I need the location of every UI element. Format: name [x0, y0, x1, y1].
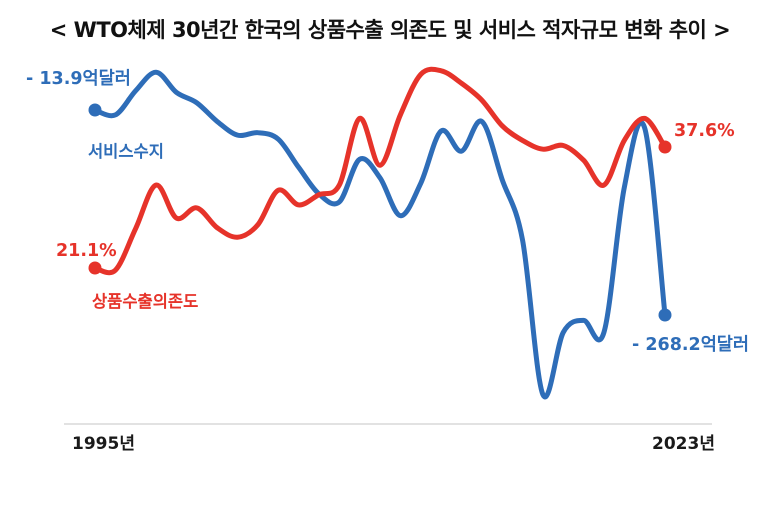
services-start-value-label: - 13.9억달러 [26, 69, 131, 89]
services-end-value-label: - 268.2억달러 [632, 335, 750, 355]
services-series-label: 서비스수지 [88, 142, 164, 161]
export-end-value-label: 37.6% [674, 121, 735, 141]
export-start-value-label: 21.1% [56, 241, 117, 261]
services-end-dot [658, 308, 672, 322]
services-line [92, 69, 668, 400]
export-dependency-end-dot [658, 140, 672, 154]
export-dependency-start-dot [88, 261, 102, 275]
x-axis-tick-1995: 1995년 [72, 434, 135, 454]
services-start-dot [88, 103, 102, 117]
x-axis-tick-2023: 2023년 [652, 434, 715, 454]
chart-title: < WTO체제 30년간 한국의 상품수출 의존도 및 서비스 적자규모 변화 … [49, 18, 731, 42]
export-dependency-line [92, 66, 668, 276]
export-series-label: 상품수출의존도 [92, 292, 199, 311]
